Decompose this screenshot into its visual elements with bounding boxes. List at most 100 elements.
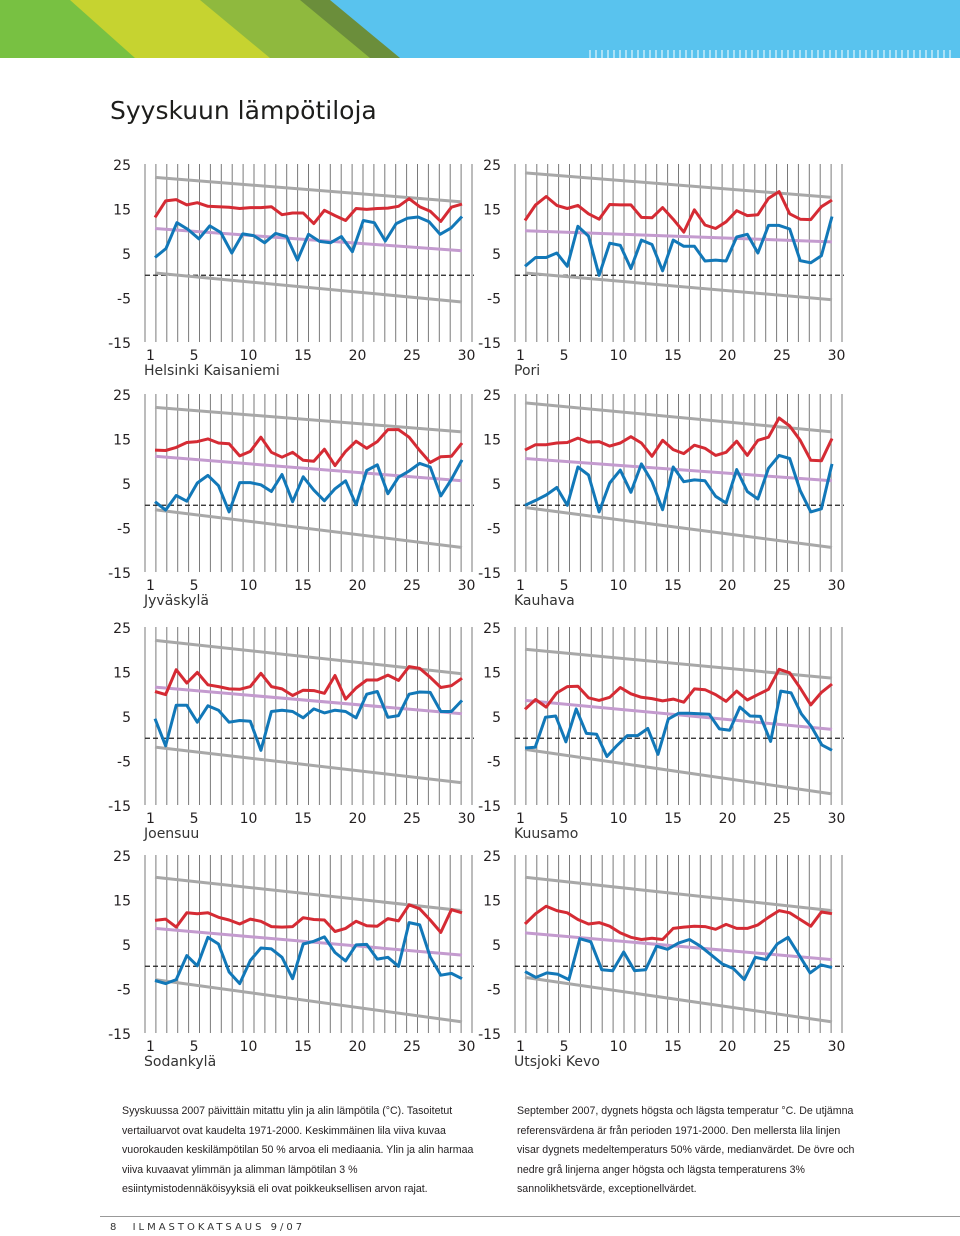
x-tick-label: 15 — [294, 811, 312, 827]
y-tick-label: -5 — [117, 983, 131, 999]
x-tick-label: 30 — [828, 348, 846, 364]
y-tick-label: -15 — [108, 336, 131, 352]
y-tick-label: 25 — [483, 388, 501, 404]
x-tick-label: 15 — [294, 578, 312, 594]
x-tick-label: 25 — [773, 1039, 791, 1055]
upper_extreme-reference-line — [154, 405, 463, 434]
station-name: Pori — [514, 363, 541, 379]
y-tick-label: 5 — [492, 938, 501, 954]
min-temperature-line — [154, 459, 464, 514]
x-tick-label: 20 — [349, 578, 367, 594]
x-tick-label: 15 — [664, 578, 682, 594]
y-tick-label: 15 — [483, 666, 501, 682]
x-tick-label: 5 — [190, 811, 199, 827]
lower_extreme-reference-line — [524, 271, 833, 302]
upper_extreme-reference-line — [524, 647, 833, 680]
header-banner — [0, 0, 960, 60]
chart-panel: 25 15 5 -5 -15 1 5 10 15 20 25 30 Helsinki Kaisaniem… — [108, 152, 510, 392]
y-tick-label: 5 — [122, 477, 131, 493]
y-tick-label: -15 — [478, 336, 501, 352]
chart-panel: 25 15 5 -5 -15 1 5 10 15 20 25 30 Kuusamo — [478, 615, 880, 855]
x-tick-label: 10 — [610, 1039, 628, 1055]
x-tick-label: 30 — [458, 1039, 476, 1055]
x-tick-label: 5 — [560, 811, 569, 827]
y-tick-label: 5 — [122, 938, 131, 954]
y-tick-label: -5 — [117, 522, 131, 538]
max-temperature-line — [523, 667, 833, 711]
x-tick-label: 5 — [560, 578, 569, 594]
x-tick-label: 1 — [516, 811, 525, 827]
page-title: Syyskuun lämpötiloja — [110, 96, 377, 125]
x-tick-label: 5 — [560, 1039, 569, 1055]
caption-finnish: Syyskuussa 2007 päivittäin mitattu ylin … — [122, 1105, 474, 1195]
x-tick-label: 10 — [610, 811, 628, 827]
max-temperature-line — [523, 190, 833, 234]
y-tick-label: 5 — [122, 247, 131, 263]
min-temperature-line — [154, 921, 463, 986]
x-tick-label: 1 — [516, 578, 525, 594]
min-temperature-line — [524, 935, 833, 982]
x-tick-label: 10 — [240, 578, 258, 594]
x-tick-label: 30 — [458, 348, 476, 364]
x-tick-label: 30 — [828, 811, 846, 827]
median-reference-line — [154, 685, 463, 716]
x-tick-label: 20 — [349, 348, 367, 364]
lower_extreme-reference-line — [154, 508, 463, 550]
station-name: Helsinki Kaisaniemi — [144, 363, 280, 379]
x-tick-label: 20 — [719, 811, 737, 827]
x-tick-label: 15 — [664, 811, 682, 827]
x-tick-label: 30 — [458, 811, 476, 827]
x-tick-label: 25 — [403, 811, 421, 827]
y-tick-label: 15 — [483, 894, 501, 910]
y-tick-label: 25 — [113, 388, 131, 404]
max-temperature-line — [154, 428, 464, 468]
lower_extreme-reference-line — [524, 975, 833, 1024]
chart-panel: 25 15 5 -5 -15 1 5 10 15 20 25 30 Kauhava — [478, 382, 880, 622]
y-tick-label: 15 — [113, 203, 131, 219]
min-temperature-line — [153, 690, 464, 752]
x-tick-label: 20 — [719, 1039, 737, 1055]
y-tick-label: 5 — [122, 710, 131, 726]
x-tick-label: 30 — [828, 578, 846, 594]
station-name: Sodankylä — [144, 1054, 217, 1070]
x-tick-label: 25 — [403, 1039, 421, 1055]
x-tick-label: 10 — [240, 811, 258, 827]
y-tick-label: -5 — [487, 522, 501, 538]
upper_extreme-reference-line — [154, 175, 463, 204]
chart-panel: 25 15 5 -5 -15 1 5 10 15 20 25 30 Joensuu — [108, 615, 510, 855]
x-tick-label: 20 — [349, 1039, 367, 1055]
x-tick-label: 1 — [146, 1039, 155, 1055]
x-tick-label: 30 — [458, 578, 476, 594]
lower_extreme-reference-line — [154, 745, 463, 785]
x-tick-label: 20 — [349, 811, 367, 827]
y-tick-label: 25 — [113, 621, 131, 637]
x-tick-label: 5 — [190, 1039, 199, 1055]
x-tick-label: 25 — [403, 348, 421, 364]
y-tick-label: -15 — [108, 799, 131, 815]
median-reference-line — [524, 931, 833, 962]
x-tick-label: 5 — [560, 348, 569, 364]
y-tick-label: 15 — [113, 666, 131, 682]
y-tick-label: 5 — [492, 477, 501, 493]
station-name: Utsjoki Kevo — [514, 1054, 600, 1070]
x-tick-label: 15 — [294, 1039, 312, 1055]
x-tick-label: 20 — [719, 348, 737, 364]
x-tick-label: 10 — [610, 578, 628, 594]
y-tick-label: -15 — [478, 1027, 501, 1043]
y-tick-label: 25 — [483, 621, 501, 637]
y-tick-label: 5 — [492, 247, 501, 263]
max-temperature-line — [523, 904, 833, 941]
x-tick-label: 25 — [773, 348, 791, 364]
y-tick-label: -15 — [478, 799, 501, 815]
x-tick-label: 1 — [516, 1039, 525, 1055]
station-name: Joensuu — [144, 826, 200, 842]
chart-panel: 25 15 5 -5 -15 1 5 10 15 20 25 30 Utsjoki Kevo — [478, 843, 880, 1083]
station-name: Kuusamo — [514, 826, 579, 842]
